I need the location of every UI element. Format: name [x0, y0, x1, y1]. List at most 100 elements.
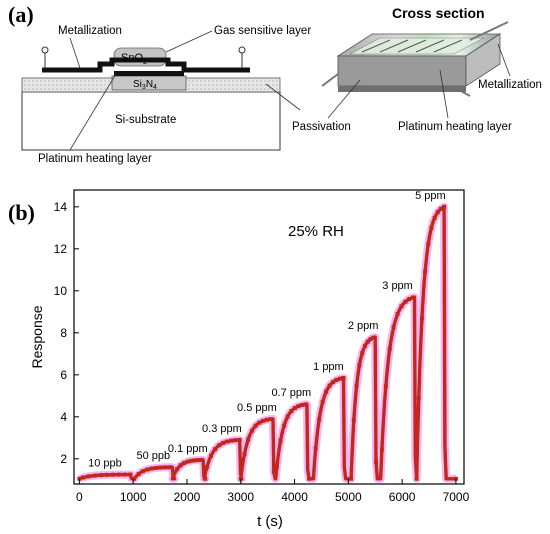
data-point: [199, 457, 204, 462]
lead-wire: [321, 73, 339, 87]
heater-leader-left: [69, 73, 117, 151]
cross-section-drawing: Cross section Metallization Passivation …: [292, 5, 542, 133]
data-point: [229, 438, 234, 443]
data-point: [189, 458, 194, 463]
x-tick-label: 1000: [120, 490, 147, 504]
heater-finger: [379, 39, 409, 53]
data-point: [158, 465, 163, 470]
heater-leader-right: [439, 69, 449, 119]
data-point: [264, 417, 269, 422]
data-point: [171, 473, 176, 478]
data-point: [341, 375, 346, 380]
data-point: [204, 465, 209, 470]
data-point: [141, 469, 146, 474]
data-point: [154, 465, 159, 470]
concentration-label: 10 ppb: [88, 458, 122, 470]
x-tick-label: 6000: [389, 490, 416, 504]
contact-pad-right: [238, 46, 246, 54]
x-tick-label: 5000: [335, 490, 362, 504]
metallization-label: Metallization: [58, 25, 122, 37]
data-point: [163, 465, 168, 470]
data-point: [349, 476, 354, 481]
passivation-leader: [327, 79, 361, 119]
x-tick-label: 2000: [174, 490, 201, 504]
y-tick-label: 14: [54, 200, 68, 214]
x-tick-label: 7000: [443, 490, 470, 504]
data-point: [217, 443, 222, 448]
data-point: [116, 472, 121, 477]
data-point: [354, 383, 359, 388]
data-point: [351, 418, 356, 423]
data-point: [122, 472, 127, 477]
contact-pad-left: [41, 46, 49, 54]
data-point: [221, 440, 226, 445]
data-point: [374, 459, 379, 464]
concentration-label: 5 ppm: [415, 190, 446, 202]
data-point: [225, 439, 230, 444]
humidity-annotation: 25% RH: [288, 223, 344, 240]
data-point: [253, 423, 258, 428]
panel-a-figure: Metallization Gas sensitive layer SnO2 S…: [21, 5, 542, 165]
heater-finger: [397, 39, 427, 53]
concentration-label: 0.1 ppm: [168, 443, 208, 455]
data-point: [338, 376, 343, 381]
data-point: [209, 453, 214, 458]
panel-a-label: (a): [8, 2, 34, 27]
data-point: [307, 476, 312, 481]
response-chart: 0 1000 2000 3000 4000 5000 6000 7000 2 4 6 8 10 12 14…: [29, 189, 470, 530]
data-point: [104, 472, 109, 477]
data-point: [242, 452, 247, 457]
data-point: [334, 377, 339, 382]
chip-base: [338, 86, 466, 92]
data-point: [249, 428, 254, 433]
concentration-label: 1 ppm: [313, 361, 344, 373]
data-point: [365, 339, 370, 344]
data-point: [274, 464, 279, 469]
concentration-label: 0.5 ppm: [237, 402, 277, 414]
data-point: [395, 312, 400, 317]
data-point: [296, 404, 301, 409]
cross-section-title: Cross section: [392, 5, 485, 21]
data-point: [128, 472, 133, 477]
data-point: [438, 206, 443, 211]
data-point: [429, 225, 434, 230]
data-point: [167, 465, 172, 470]
y-tick-label: 8: [60, 326, 67, 340]
concentration-label: 0.7 ppm: [271, 387, 311, 399]
data-point: [414, 476, 419, 481]
concentration-label: 0.3 ppm: [202, 423, 242, 435]
plot-frame: [73, 189, 465, 485]
data-point: [435, 210, 440, 215]
data-point: [282, 423, 287, 428]
data-point: [285, 414, 290, 419]
data-point: [403, 299, 408, 304]
sno2-label: SnO2: [121, 52, 147, 66]
y-axis: 2 4 6 8 10 12 14: [54, 200, 79, 466]
device-schematic: Metallization Gas sensitive layer SnO2 S…: [21, 25, 311, 165]
data-point: [357, 363, 362, 368]
data-point: [175, 467, 180, 472]
plot-area: [77, 202, 458, 483]
gas-layer-label: Gas sensitive layer: [214, 25, 311, 37]
data-point: [313, 446, 318, 451]
data-point: [257, 420, 262, 425]
heater-finger: [361, 39, 391, 53]
data-point: [399, 304, 404, 309]
data-point: [331, 380, 336, 385]
x-tick-label: 0: [76, 490, 83, 504]
y-tick-label: 12: [54, 242, 68, 256]
gas-layer-leader: [165, 30, 213, 53]
panel-b-label: (b): [8, 200, 35, 225]
data-point: [81, 475, 86, 480]
data-point: [289, 409, 294, 414]
data-point: [246, 437, 251, 442]
data-point: [320, 400, 325, 405]
heater-finger: [433, 39, 463, 53]
response-series-line: [78, 205, 456, 481]
passivation-label: Passivation: [292, 121, 351, 133]
platinum-heater: [114, 71, 184, 76]
x-tick-label: 4000: [281, 490, 308, 504]
data-point: [383, 384, 388, 389]
data-point: [324, 389, 329, 394]
data-point: [442, 204, 447, 209]
